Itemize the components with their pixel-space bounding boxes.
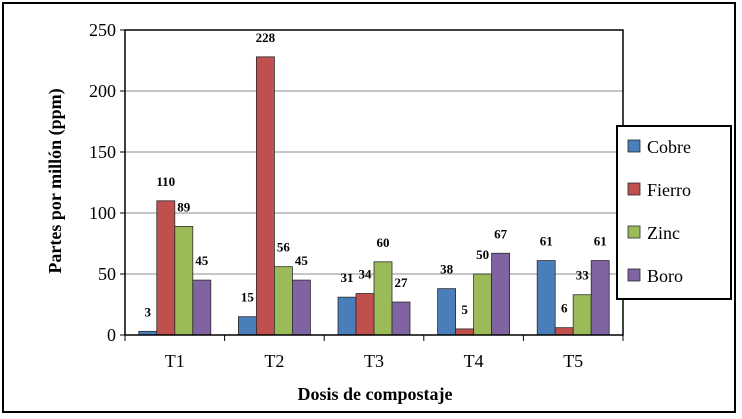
bar-zinc-t3 [373, 261, 393, 336]
data-label: 6 [561, 301, 568, 316]
bar-fierro-t1 [156, 200, 176, 336]
legend-label-boro: Boro [647, 266, 683, 286]
y-tick-label: 200 [89, 81, 116, 101]
bar-fierro-t5 [554, 327, 574, 336]
x-tick-label: T2 [264, 351, 284, 371]
bar-fierro-t2 [255, 56, 275, 336]
data-label: 27 [395, 275, 409, 290]
bar-boro-t1 [192, 279, 212, 336]
data-label: 3 [145, 304, 152, 319]
legend-label-fierro: Fierro [647, 180, 691, 200]
bar-cobre-t5 [536, 260, 556, 336]
data-label: 33 [576, 268, 590, 283]
data-label: 50 [476, 247, 489, 262]
y-tick-label: 0 [107, 325, 116, 345]
legend-swatch-zinc [627, 225, 641, 239]
bar-cobre-t4 [437, 288, 457, 336]
legend-box [616, 125, 732, 300]
y-tick-label: 250 [89, 20, 116, 40]
x-tick-label: T5 [563, 351, 583, 371]
legend-swatch-fierro [627, 182, 641, 196]
data-label: 67 [494, 226, 508, 241]
legend-swatch-cobre [627, 139, 641, 153]
bar-boro-t3 [391, 301, 411, 336]
data-label: 34 [359, 267, 373, 282]
data-label: 110 [156, 174, 175, 189]
legend: Cobre Fierro Zinc Boro [616, 125, 732, 300]
bar-fierro-t3 [355, 293, 375, 336]
bar-cobre-t3 [337, 296, 357, 336]
bar-cobre-t2 [237, 316, 257, 336]
data-label: 61 [540, 234, 553, 249]
x-axis-title: Dosis de compostaje [298, 384, 453, 404]
x-tick-label: T1 [165, 351, 185, 371]
x-tick-label: T3 [364, 351, 384, 371]
data-label: 31 [341, 270, 354, 285]
data-label: 38 [440, 262, 454, 277]
bar-zinc-t1 [174, 226, 194, 336]
data-label: 45 [295, 253, 309, 268]
bar-boro-t5 [590, 260, 610, 336]
y-tick-label: 100 [89, 203, 116, 223]
bar-boro-t4 [491, 252, 511, 336]
data-label: 45 [195, 253, 209, 268]
bar-zinc-t4 [473, 273, 493, 336]
x-tick-label: T4 [464, 351, 484, 371]
data-label: 56 [277, 240, 291, 255]
data-label: 89 [177, 199, 191, 214]
legend-label-cobre: Cobre [647, 137, 691, 157]
y-tick-label: 50 [98, 264, 116, 284]
axes: 0 50 100 150 200 250 T1 T2 T3 T4 T5 [89, 20, 624, 371]
bar-zinc-t5 [572, 294, 592, 336]
legend-label-zinc: Zinc [647, 223, 680, 243]
data-label: 60 [377, 235, 390, 250]
data-label: 228 [256, 30, 276, 45]
data-label: 61 [594, 234, 607, 249]
y-axis-title: Partes por millón (ppm) [45, 88, 66, 273]
data-label: 15 [241, 290, 255, 305]
bar-zinc-t2 [273, 266, 293, 336]
bar-boro-t2 [291, 279, 311, 336]
legend-swatch-boro [627, 268, 641, 282]
bar-fierro-t4 [455, 328, 475, 336]
data-label: 5 [461, 302, 468, 317]
y-tick-label: 150 [89, 142, 116, 162]
